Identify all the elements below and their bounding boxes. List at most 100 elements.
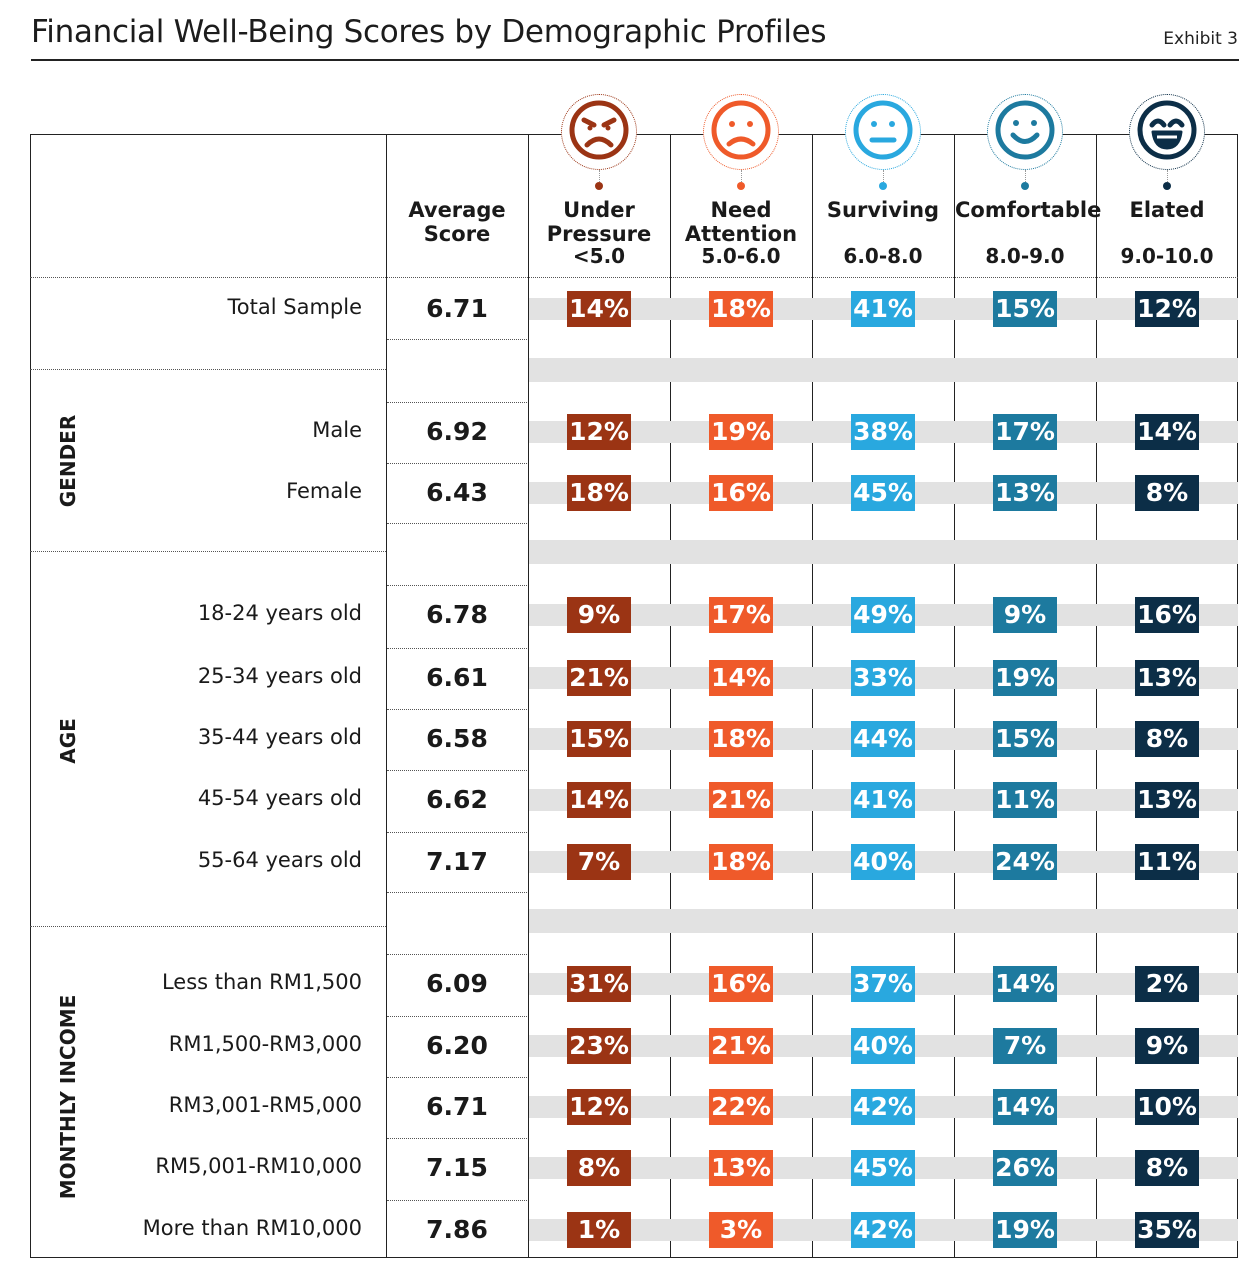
average-score-value: 6.09 — [426, 969, 488, 998]
value-cell: 13% — [993, 475, 1057, 511]
row-label: 55-64 years old — [197, 848, 362, 872]
sad-face-glyph — [711, 100, 771, 164]
score-row-rule — [387, 402, 527, 403]
column-divider — [528, 134, 529, 1258]
group-separator — [30, 369, 386, 370]
value-cell: 41% — [851, 291, 915, 327]
smile-face-icon — [987, 94, 1063, 170]
score-row-rule — [387, 523, 527, 524]
value-cell: 17% — [709, 597, 773, 633]
average-score-value: 6.61 — [426, 663, 488, 692]
value-cell: 41% — [851, 782, 915, 818]
title-rule — [31, 59, 1239, 61]
header-rule — [30, 277, 1238, 278]
value-cell: 7% — [993, 1028, 1057, 1064]
score-row-rule — [387, 892, 527, 893]
average-score-header: Average Score — [408, 198, 506, 246]
value-cell: 14% — [1135, 414, 1199, 450]
sad-face-icon — [703, 94, 779, 170]
smile-face-glyph — [995, 100, 1055, 164]
neutral-face-glyph — [853, 100, 913, 164]
value-cell: 11% — [993, 782, 1057, 818]
spacer-band — [529, 358, 1238, 382]
value-cell: 12% — [567, 414, 631, 450]
category-range: 9.0-10.0 — [1120, 244, 1214, 268]
value-cell: 35% — [1135, 1212, 1199, 1248]
icon-pin-line — [883, 170, 884, 182]
grin-face-glyph — [1137, 100, 1197, 164]
score-row-rule — [387, 1016, 527, 1017]
value-cell: 49% — [851, 597, 915, 633]
category-range: 5.0-6.0 — [701, 244, 781, 268]
value-cell: 42% — [851, 1212, 915, 1248]
value-cell: 10% — [1135, 1089, 1199, 1125]
value-cell: 9% — [993, 597, 1057, 633]
value-cell: 8% — [567, 1150, 631, 1186]
value-cell: 1% — [567, 1212, 631, 1248]
group-label-age: AGE — [56, 718, 80, 764]
value-cell: 15% — [993, 721, 1057, 757]
group-label-gender: GENDER — [56, 414, 80, 508]
value-cell: 18% — [567, 475, 631, 511]
row-label: Female — [286, 479, 362, 503]
score-row-rule — [387, 339, 527, 340]
spacer-band — [529, 540, 1238, 564]
value-cell: 12% — [567, 1089, 631, 1125]
value-cell: 9% — [1135, 1028, 1199, 1064]
value-cell: 37% — [851, 966, 915, 1002]
value-cell: 18% — [709, 844, 773, 880]
icon-pin-dot — [879, 182, 887, 190]
icon-pin-dot — [1163, 182, 1171, 190]
exhibit-label: Exhibit 3 — [1163, 29, 1238, 49]
category-header: Comfortable — [955, 198, 1102, 222]
value-cell: 19% — [709, 414, 773, 450]
average-score-value: 6.92 — [426, 417, 488, 446]
grin-face-icon — [1129, 94, 1205, 170]
value-cell: 45% — [851, 475, 915, 511]
column-divider — [954, 134, 955, 1258]
average-score-value: 6.78 — [426, 600, 488, 629]
row-label: Male — [312, 418, 362, 442]
value-cell: 33% — [851, 660, 915, 696]
value-cell: 13% — [709, 1150, 773, 1186]
score-row-rule — [387, 954, 527, 955]
value-cell: 31% — [567, 966, 631, 1002]
score-row-rule — [387, 770, 527, 771]
value-cell: 14% — [993, 966, 1057, 1002]
value-cell: 14% — [567, 291, 631, 327]
column-divider — [1096, 134, 1097, 1258]
value-cell: 19% — [993, 1212, 1057, 1248]
average-score-value: 7.15 — [426, 1153, 488, 1182]
category-header: Need Attention — [684, 198, 798, 246]
category-range: 6.0-8.0 — [843, 244, 923, 268]
value-cell: 23% — [567, 1028, 631, 1064]
angry-face-glyph — [569, 100, 629, 164]
value-cell: 16% — [709, 475, 773, 511]
average-score-value: 6.71 — [426, 1092, 488, 1121]
row-label: Less than RM1,500 — [161, 970, 362, 994]
row-label: RM3,001-RM5,000 — [168, 1093, 362, 1117]
row-label: Total Sample — [227, 295, 362, 319]
value-cell: 21% — [709, 782, 773, 818]
neutral-face-icon — [845, 94, 921, 170]
value-cell: 24% — [993, 844, 1057, 880]
value-cell: 18% — [709, 291, 773, 327]
category-header: Under Pressure — [546, 198, 652, 246]
row-label: More than RM10,000 — [142, 1216, 362, 1240]
average-score-value: 7.17 — [426, 847, 488, 876]
score-row-rule — [387, 832, 527, 833]
average-score-value: 6.20 — [426, 1031, 488, 1060]
category-header: Elated — [1129, 198, 1205, 222]
value-cell: 13% — [1135, 782, 1199, 818]
value-cell: 26% — [993, 1150, 1057, 1186]
score-row-rule — [387, 709, 527, 710]
value-cell: 38% — [851, 414, 915, 450]
icon-pin-dot — [1021, 182, 1029, 190]
average-score-value: 7.86 — [426, 1215, 488, 1244]
value-cell: 11% — [1135, 844, 1199, 880]
value-cell: 15% — [567, 721, 631, 757]
value-cell: 14% — [993, 1089, 1057, 1125]
icon-pin-line — [1025, 170, 1026, 182]
row-label: 25-34 years old — [197, 664, 362, 688]
row-label: 35-44 years old — [197, 725, 362, 749]
